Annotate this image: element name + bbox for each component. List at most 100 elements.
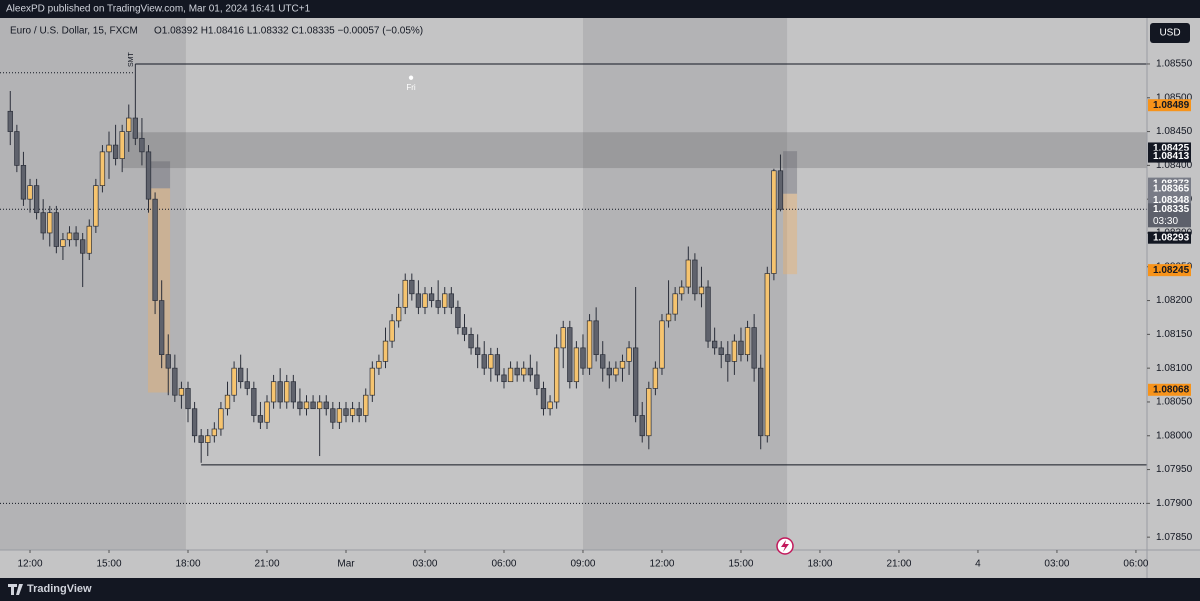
x-tick-label: 15:00 [96, 559, 121, 570]
zone [122, 132, 1147, 169]
y-tick-label: 1.08450 [1156, 126, 1193, 137]
candle-body [521, 367, 527, 376]
candle-body [711, 340, 718, 349]
y-tick-label: 1.08550 [1156, 59, 1193, 70]
candle-body [363, 394, 369, 416]
candle-body [349, 408, 356, 416]
session-shade [582, 18, 788, 550]
event-marker: ● [408, 73, 414, 84]
candle-body [448, 293, 454, 308]
x-tick-label: 21:00 [886, 559, 911, 570]
candle-body [567, 327, 573, 383]
candle-body [764, 273, 770, 437]
candle-body [218, 408, 224, 430]
x-tick-label: 12:00 [649, 559, 674, 570]
y-tick-label: 1.07900 [1156, 498, 1193, 509]
price-tag [1148, 231, 1191, 244]
candle-body [323, 401, 329, 410]
candle-body [435, 300, 441, 308]
candle-body [600, 354, 606, 369]
price-tag-label: 1.08293 [1153, 232, 1190, 243]
candle-body [270, 381, 277, 403]
candle-body [751, 327, 757, 369]
x-tick-label: Mar [337, 559, 355, 570]
candle-body [80, 239, 86, 254]
x-tick-label: 06:00 [491, 559, 516, 570]
smt-label: SMT [128, 52, 135, 68]
y-tick-label: 1.08400 [1156, 160, 1193, 171]
candle-body [277, 381, 283, 403]
price-tag [1148, 99, 1191, 112]
x-tick-label: 06:00 [1123, 559, 1148, 570]
y-tick-label: 1.08050 [1156, 397, 1193, 408]
candle-body [422, 293, 428, 308]
candle-body [606, 367, 612, 376]
candle-body [382, 340, 389, 362]
x-tick-label: 21:00 [254, 559, 279, 570]
candle-body [771, 170, 777, 274]
candle-body [20, 165, 27, 200]
y-tick-label: 1.08100 [1156, 363, 1193, 374]
y-tick-label: 1.08000 [1156, 430, 1193, 441]
candle-body [488, 354, 494, 369]
candle-body [376, 361, 382, 369]
candle-body [738, 340, 744, 355]
candle-body [244, 381, 250, 389]
x-tick-label: 4 [975, 559, 981, 570]
candle-body [461, 327, 468, 335]
price-tag-label: 1.08489 [1153, 100, 1190, 111]
candle-body [540, 388, 547, 410]
candle-body [93, 185, 99, 227]
candle-body [468, 334, 474, 349]
price-tag-label: 1.08245 [1153, 265, 1190, 276]
candle-body [310, 401, 316, 410]
currency-label[interactable]: USD [1159, 28, 1180, 39]
candle-body [396, 306, 402, 322]
plot-layer [0, 18, 1147, 550]
candle-body [165, 354, 171, 369]
candle-body [205, 435, 211, 443]
candle-body [725, 354, 731, 362]
zone [783, 151, 798, 194]
candle-body [53, 212, 59, 247]
x-tick-label: 15:00 [728, 559, 753, 570]
byline: AleexPD published on TradingView.com, Ma… [6, 4, 311, 15]
candle-body [231, 367, 237, 396]
candle-body [679, 286, 685, 295]
price-tag-label: 1.08413 [1153, 151, 1190, 162]
price-tag [1148, 264, 1191, 277]
price-tag-countdown: 03:30 [1153, 216, 1178, 227]
y-tick-label: 1.08200 [1156, 295, 1193, 306]
zone [783, 193, 798, 275]
candle-body [560, 327, 566, 349]
candle-body [191, 408, 198, 437]
currency-button[interactable] [1150, 23, 1190, 43]
y-tick-label: 1.08150 [1156, 329, 1193, 340]
candle-body [27, 185, 33, 200]
candle-body [7, 110, 13, 132]
candle-body [290, 381, 296, 403]
candle-body [428, 293, 435, 301]
x-tick-label: 12:00 [18, 559, 43, 570]
candle-body [698, 286, 705, 295]
candle-body [553, 347, 560, 403]
candle-body [415, 293, 422, 308]
candle-body [481, 354, 487, 369]
candle-body [264, 401, 270, 423]
candle-body [297, 401, 303, 410]
x-tick-label: 09:00 [570, 559, 595, 570]
candle-body [514, 367, 520, 376]
chart-background [0, 18, 1200, 578]
candle-body [317, 401, 323, 410]
candle-body [547, 401, 553, 410]
candle-body [86, 225, 92, 254]
candle-body [356, 408, 362, 416]
candle-body [369, 367, 375, 396]
candle-body [409, 279, 415, 295]
candle-body [40, 212, 46, 234]
candle-body [112, 144, 119, 159]
price-tag-label: 1.08425 [1153, 143, 1190, 154]
candle-body [73, 232, 79, 241]
y-tick-label: 1.08500 [1156, 92, 1193, 103]
